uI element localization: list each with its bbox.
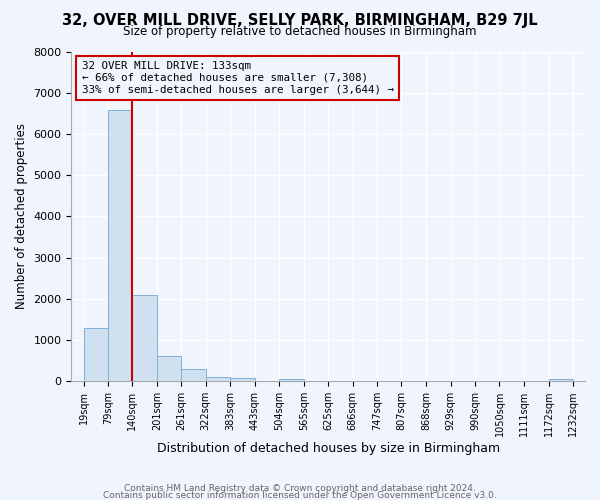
Bar [548,378,573,381]
Bar [133,294,157,381]
Bar [108,110,133,381]
Bar [206,376,230,381]
Bar [230,378,254,381]
Text: Size of property relative to detached houses in Birmingham: Size of property relative to detached ho… [123,25,477,38]
Bar [83,328,108,381]
X-axis label: Distribution of detached houses by size in Birmingham: Distribution of detached houses by size … [157,442,500,455]
Y-axis label: Number of detached properties: Number of detached properties [15,124,28,310]
Bar [157,356,181,381]
Bar [181,370,206,381]
Bar [279,378,304,381]
Text: 32, OVER MILL DRIVE, SELLY PARK, BIRMINGHAM, B29 7JL: 32, OVER MILL DRIVE, SELLY PARK, BIRMING… [62,12,538,28]
Text: 32 OVER MILL DRIVE: 133sqm
← 66% of detached houses are smaller (7,308)
33% of s: 32 OVER MILL DRIVE: 133sqm ← 66% of deta… [82,62,394,94]
Text: Contains public sector information licensed under the Open Government Licence v3: Contains public sector information licen… [103,491,497,500]
Text: Contains HM Land Registry data © Crown copyright and database right 2024.: Contains HM Land Registry data © Crown c… [124,484,476,493]
